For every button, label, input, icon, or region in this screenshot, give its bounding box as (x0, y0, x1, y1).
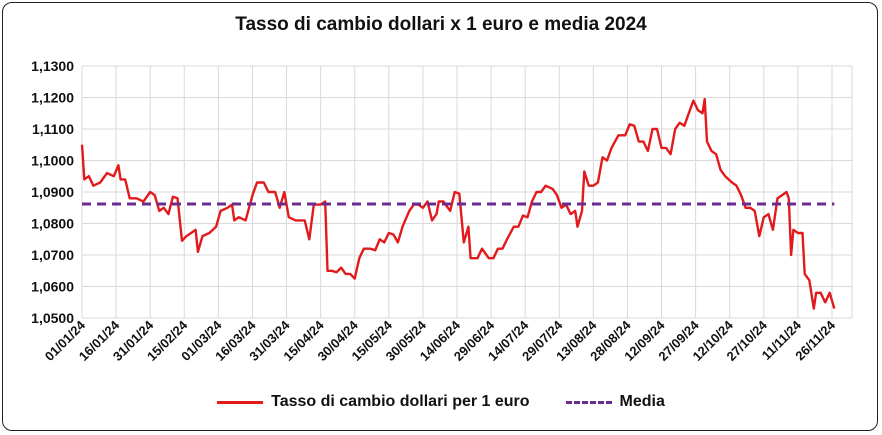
chart-frame (2, 2, 878, 431)
y-tick-label: 1,1300 (31, 58, 74, 74)
y-tick-label: 1,0900 (31, 184, 74, 200)
y-tick-label: 1,0800 (31, 216, 74, 232)
series-line-rate (80, 97, 836, 310)
legend: Tasso di cambio dollari per 1 euro Media (0, 393, 882, 411)
legend-label-rate: Tasso di cambio dollari per 1 euro (271, 393, 530, 410)
series-lines (80, 97, 836, 310)
y-tick-label: 1,1100 (32, 121, 74, 137)
y-tick-label: 1,0500 (31, 310, 74, 326)
x-tick-labels: 01/01/2416/01/2431/01/2415/02/2401/03/24… (42, 317, 839, 364)
legend-swatch-rate (217, 400, 264, 404)
chart-title: Tasso di cambio dollari x 1 euro e media… (235, 14, 647, 35)
y-tick-label: 1,0700 (31, 247, 74, 263)
y-tick-label: 1,1200 (31, 90, 74, 106)
legend-label-media: Media (619, 393, 665, 410)
gridlines (81, 65, 853, 319)
legend-swatch-media (565, 400, 612, 404)
legend-item-rate: Tasso di cambio dollari per 1 euro (217, 393, 530, 411)
y-tick-labels: 1,0500 1,0600 1,0700 1,0800 1,0900 1,1000 1,11… (31, 58, 74, 326)
y-tick-label: 1,0600 (31, 279, 74, 295)
y-tick-label: 1,1000 (31, 153, 74, 169)
legend-item-media: Media (565, 393, 665, 411)
